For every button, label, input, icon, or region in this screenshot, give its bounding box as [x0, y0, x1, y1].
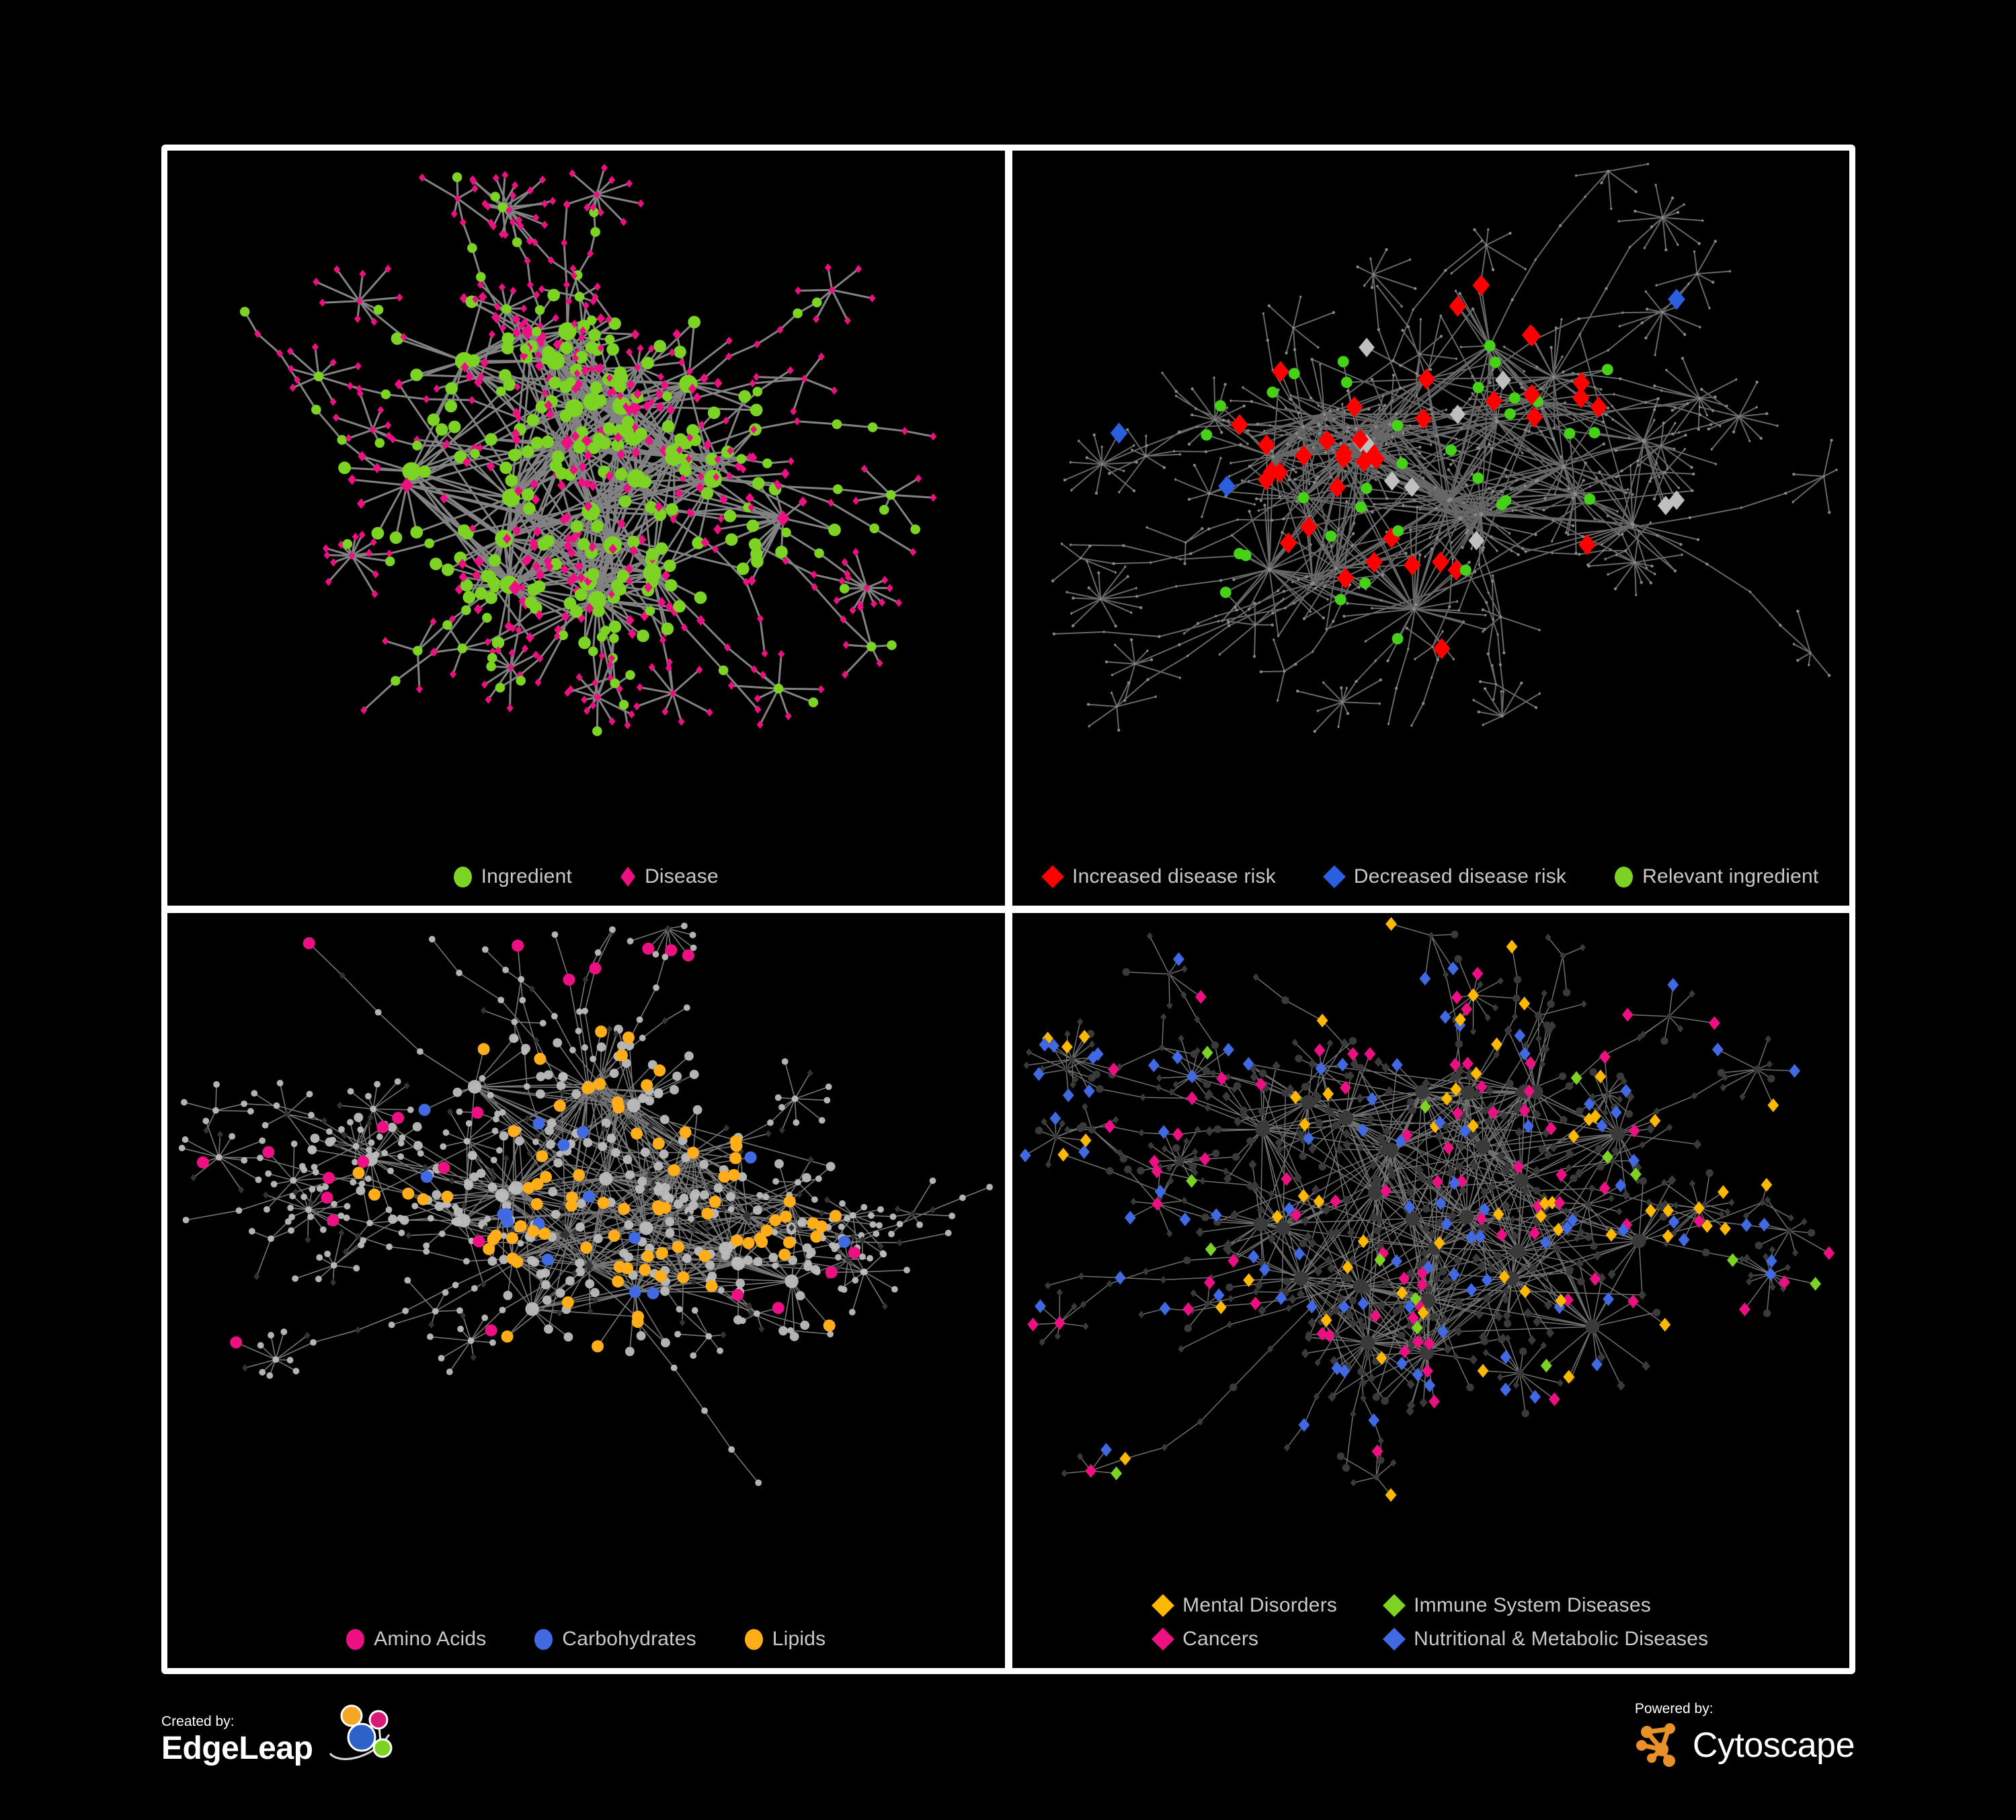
created-by-branding: Created by: EdgeLeap	[161, 1701, 399, 1765]
edgeleap-logo-icon	[325, 1701, 399, 1765]
network-canvas-ingredient-disease[interactable]	[167, 151, 1005, 906]
panel-grid: Ingredient Disease Increased disease risk…	[161, 145, 1855, 1674]
network-canvas-disease-classes[interactable]	[1012, 913, 1850, 1668]
powered-by-branding: Powered by:	[1635, 1701, 1855, 1770]
network-svg	[1019, 917, 1834, 1502]
network-svg	[1051, 162, 1838, 734]
panel-disease-classes[interactable]: Mental Disorders Immune System Diseases Ca…	[1012, 913, 1850, 1668]
edgeleap-wordmark: EdgeLeap	[161, 1731, 313, 1766]
cytoscape-wordmark: Cytoscape	[1692, 1725, 1855, 1765]
panel-ingredient-disease[interactable]: Ingredient Disease	[167, 151, 1005, 906]
network-canvas-nutrient-classes[interactable]	[167, 913, 1005, 1668]
cytoscape-logo-icon	[1635, 1720, 1685, 1770]
panel-nutrient-classes[interactable]: Amino Acids Carbohydrates Lipids	[167, 913, 1005, 1668]
network-canvas-disease-risk[interactable]	[1012, 151, 1850, 906]
network-svg	[239, 163, 937, 736]
created-by-kicker: Created by:	[161, 1714, 235, 1729]
network-svg	[178, 922, 994, 1487]
powered-by-kicker: Powered by:	[1634, 1701, 1713, 1716]
panel-disease-risk[interactable]: Increased disease risk Decreased disease …	[1012, 151, 1850, 906]
